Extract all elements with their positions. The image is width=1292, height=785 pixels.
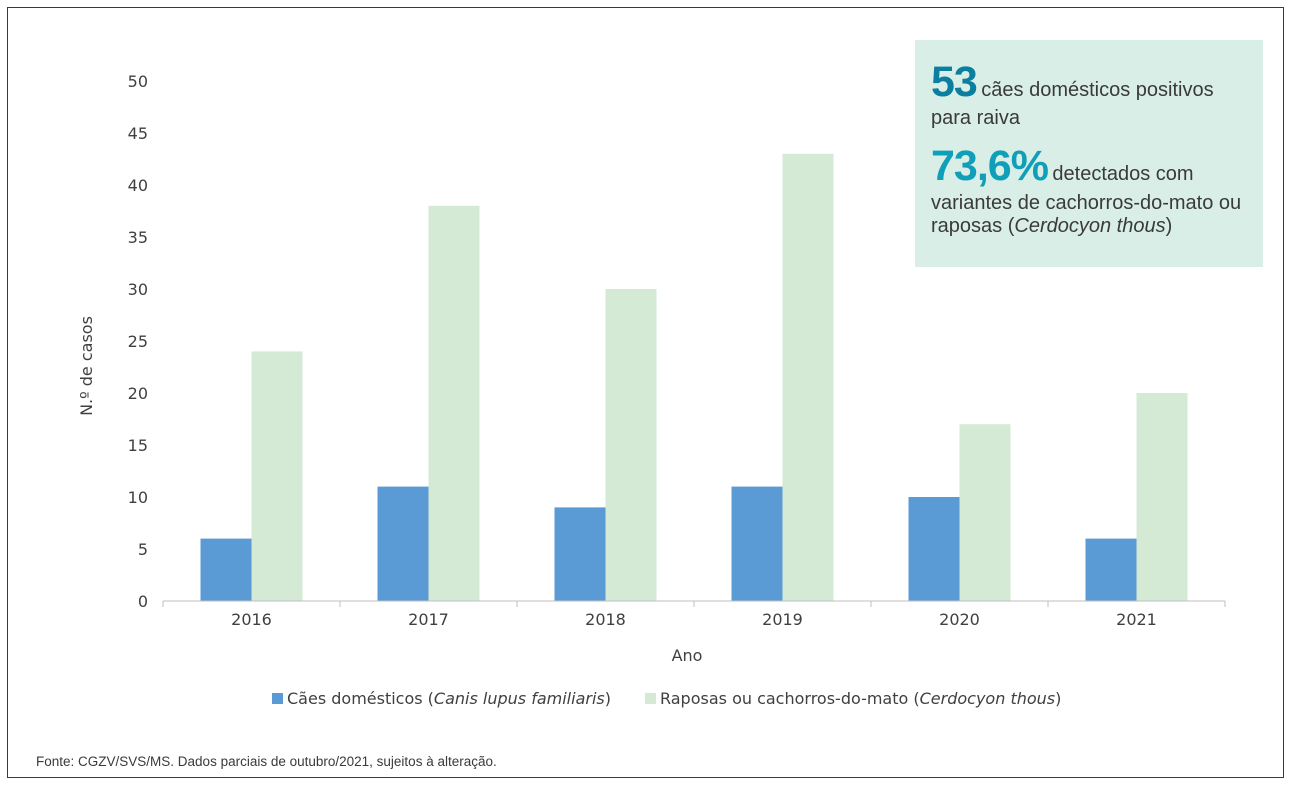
legend-swatch-foxes (644, 693, 656, 704)
bar-foxes-2019 (782, 153, 834, 602)
legend-label-prefix: Cães domésticos ( (287, 689, 434, 708)
stat-variants: 73,6% detectados com variantes de cachor… (931, 142, 1249, 237)
x-tick-label: 2021 (1116, 610, 1157, 629)
bar-domestic-dogs-2016 (200, 538, 252, 601)
highlight-box: 53 cães domésticos positivos para raiva … (915, 40, 1263, 267)
source-note: Fonte: CGZV/SVS/MS. Dados parciais de ou… (36, 754, 497, 769)
x-tick-label: 2017 (408, 610, 449, 629)
legend-label-prefix: Raposas ou cachorros-do-mato ( (659, 689, 920, 708)
legend-swatch-domestic-dogs (272, 693, 283, 704)
stat-variants-suffix: ) (1165, 214, 1173, 237)
y-tick-label: 25 (128, 332, 148, 351)
x-tick-label: 2020 (939, 610, 980, 629)
bar-foxes-2018 (605, 289, 657, 601)
legend-item-foxes: Raposas ou cachorros-do-mato (Cerdocyon … (644, 689, 1061, 708)
bar-domestic-dogs-2021 (1085, 538, 1137, 601)
y-axis-ticks: 0 5 10 15 20 25 30 35 40 45 50 (128, 72, 148, 611)
y-tick-label: 35 (128, 228, 148, 247)
bars (200, 153, 1188, 602)
stat-variants-text-main: detectados com variantes de cachorros-do… (931, 163, 1242, 237)
legend-item-domestic-dogs: Cães domésticos (Canis lupus familiaris) (272, 689, 611, 708)
legend-label-species: Cerdocyon thous (919, 689, 1056, 708)
bar-foxes-2021 (1136, 393, 1188, 601)
bar-foxes-2020 (959, 424, 1011, 601)
bar-domestic-dogs-2017 (377, 486, 429, 601)
y-tick-label: 45 (128, 124, 148, 143)
legend-label-domestic-dogs: Cães domésticos (Canis lupus familiaris) (287, 689, 611, 708)
stat-dogs: 53 cães domésticos positivos para raiva (931, 58, 1249, 130)
legend-label-foxes: Raposas ou cachorros-do-mato (Cerdocyon … (660, 689, 1061, 708)
y-tick-label: 5 (138, 540, 148, 559)
y-tick-label: 40 (128, 176, 148, 195)
stat-dogs-number: 53 (931, 58, 978, 106)
y-tick-label: 0 (138, 592, 148, 611)
legend-label-suffix: ) (604, 689, 611, 708)
legend-label-species: Canis lupus familiaris (433, 689, 605, 708)
x-axis-title: Ano (672, 646, 703, 665)
legend-label-suffix: ) (1055, 689, 1062, 708)
x-tick-label: 2016 (231, 610, 272, 629)
chart-legend: Cães domésticos (Canis lupus familiaris)… (272, 689, 1095, 708)
y-tick-label: 20 (128, 384, 148, 403)
bar-domestic-dogs-2020 (908, 497, 960, 601)
y-tick-label: 15 (128, 436, 148, 455)
y-tick-label: 50 (128, 72, 148, 91)
x-tick-label: 2019 (762, 610, 803, 629)
y-axis-title: N.º de casos (77, 316, 96, 416)
stat-variants-number: 73,6% (931, 142, 1049, 191)
bar-domestic-dogs-2018 (554, 507, 606, 601)
bar-foxes-2016 (251, 351, 303, 601)
stat-variants-text: detectados com variantes de cachorros-do… (931, 163, 1241, 236)
bar-domestic-dogs-2019 (731, 486, 783, 601)
y-tick-label: 30 (128, 280, 148, 299)
x-tick-label: 2018 (585, 610, 626, 629)
x-axis-ticks: 2016 2017 2018 2019 2020 2021 (162, 601, 1226, 629)
stat-dogs-text: cães domésticos positivos para raiva (931, 79, 1214, 130)
y-tick-label: 10 (128, 488, 148, 507)
stat-variants-species: Cerdocyon thous (1014, 214, 1166, 237)
bar-foxes-2017 (428, 205, 480, 602)
